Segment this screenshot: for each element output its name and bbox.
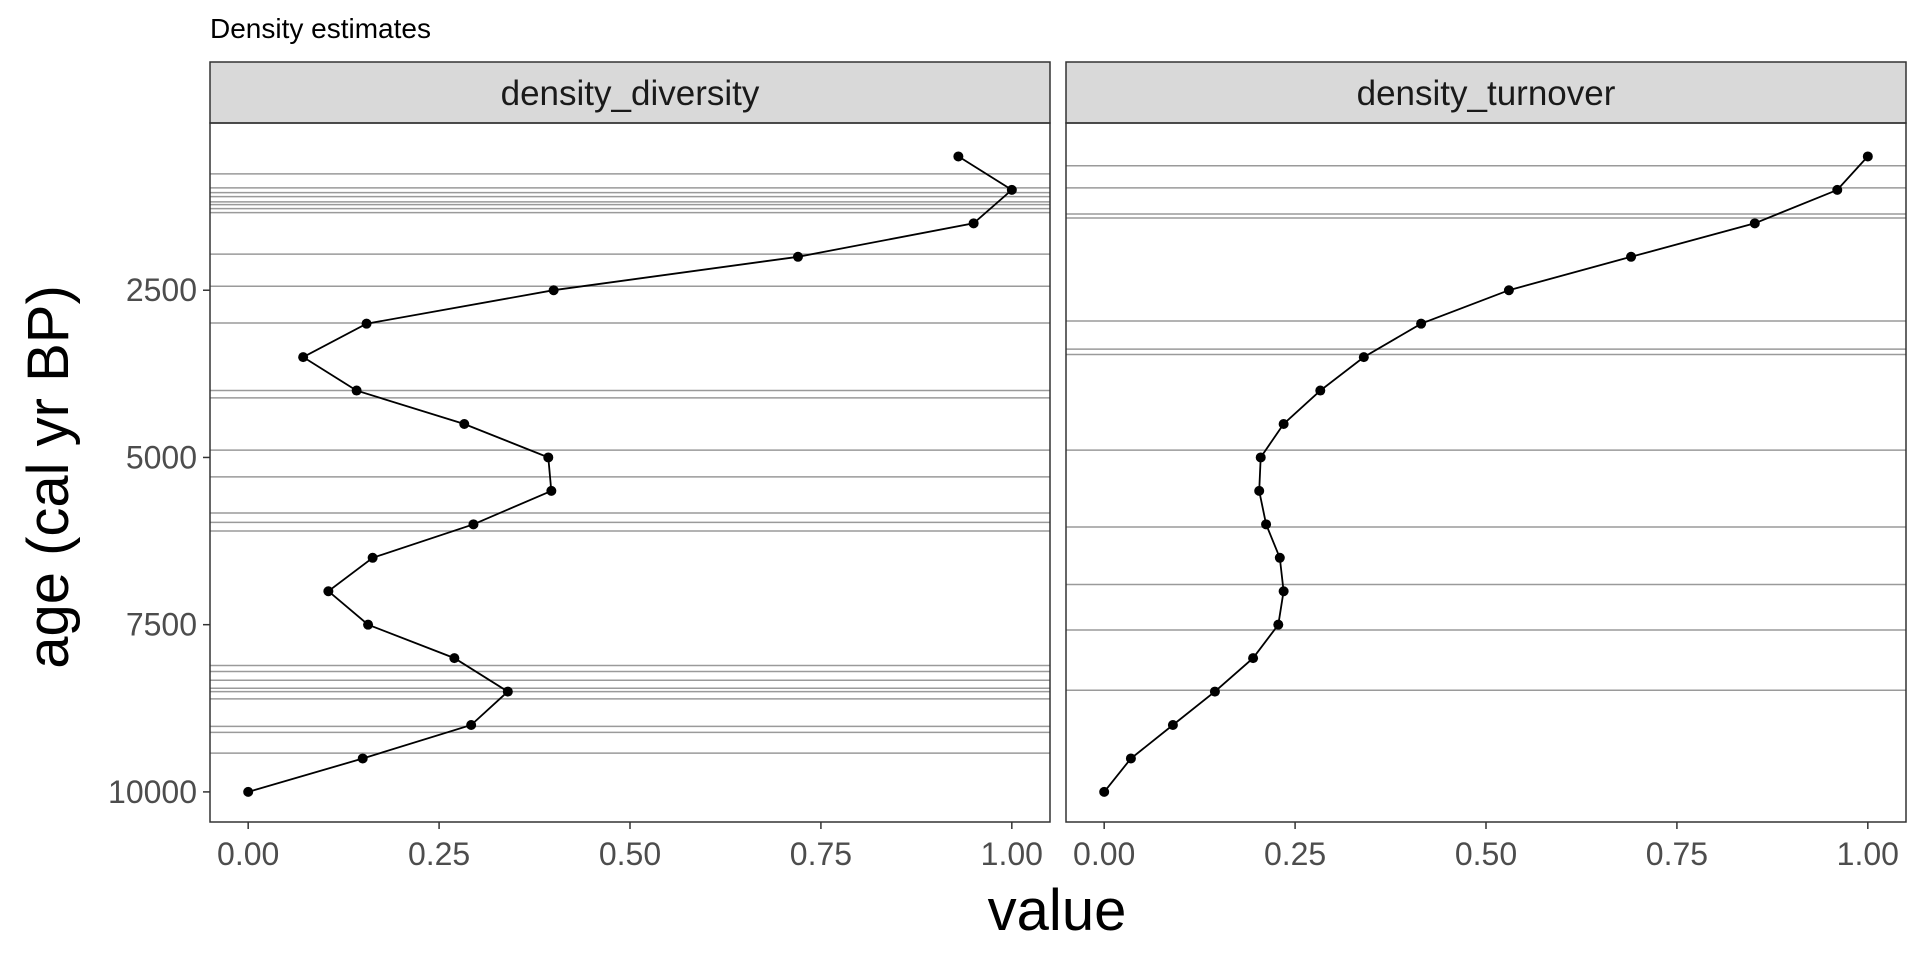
data-point: [1125, 753, 1136, 764]
facet-strip: [1065, 61, 1907, 124]
facet-strip-label: density_turnover: [1357, 74, 1616, 113]
y-tick-label: 7500: [126, 607, 197, 643]
x-tick-label: 0.50: [599, 836, 661, 872]
data-point: [298, 352, 309, 363]
x-tick-label: 0.50: [1455, 836, 1517, 872]
x-tick-label: 1.00: [1837, 836, 1899, 872]
x-tick-label: 0.75: [790, 836, 852, 872]
series-line-density_turnover: [1103, 155, 1869, 793]
y-tick-label: 2500: [126, 272, 197, 308]
data-point: [543, 452, 554, 463]
data-point: [1248, 653, 1259, 664]
data-point: [1099, 786, 1110, 797]
data-point: [1315, 385, 1326, 396]
facet-strip: [209, 61, 1051, 124]
x-axis-title: value: [988, 878, 1127, 943]
data-point: [1006, 184, 1017, 195]
data-point: [1254, 485, 1265, 496]
data-point: [1832, 184, 1843, 195]
data-point: [1255, 452, 1266, 463]
data-point: [351, 385, 362, 396]
x-tick-label: 1.00: [981, 836, 1043, 872]
data-point: [1358, 352, 1369, 363]
data-point: [1274, 552, 1285, 563]
data-point: [548, 285, 559, 296]
data-point: [243, 786, 254, 797]
data-point: [1209, 686, 1220, 697]
data-point: [363, 619, 374, 630]
panel-border: [209, 122, 1051, 823]
panel-border: [1065, 122, 1907, 823]
data-point: [1273, 619, 1284, 630]
data-point: [357, 753, 368, 764]
y-tick-label: 5000: [126, 439, 197, 475]
data-point: [968, 218, 979, 229]
data-point: [1862, 151, 1873, 162]
data-point: [793, 251, 803, 262]
data-point: [361, 318, 372, 329]
data-point: [468, 519, 479, 530]
x-tick-label: 0.75: [1646, 836, 1708, 872]
data-point: [466, 720, 477, 731]
x-tick-label: 0.00: [1073, 836, 1135, 872]
y-tick-label: 10000: [108, 774, 197, 810]
data-point: [953, 151, 964, 162]
data-point: [1749, 218, 1760, 229]
data-point: [367, 552, 378, 563]
data-point: [459, 419, 470, 430]
data-point: [1626, 251, 1637, 262]
data-point: [1278, 586, 1289, 597]
data-point: [323, 586, 334, 597]
x-tick-label: 0.25: [1264, 836, 1326, 872]
y-axis-title: age (cal yr BP): [16, 285, 81, 669]
data-point: [1503, 285, 1514, 296]
x-tick-label: 0.00: [217, 836, 279, 872]
series-line-density_diversity: [247, 155, 1014, 793]
chart-subtitle: Density estimates: [210, 13, 431, 44]
facet-strip-label: density_diversity: [501, 74, 760, 113]
x-tick-label: 0.25: [408, 836, 470, 872]
data-point: [449, 653, 460, 664]
data-point: [546, 485, 557, 496]
data-point: [1261, 519, 1272, 530]
data-point: [502, 686, 513, 697]
facet-density_diversity: density_diversity 0.00 0.25 0.50 0.75 1.00: [209, 61, 1051, 872]
data-point: [1416, 318, 1427, 329]
data-point: [1167, 720, 1178, 731]
data-point: [1278, 419, 1289, 430]
y-axis: 2500 5000 7500 10000: [108, 272, 210, 810]
facet-density_turnover: density_turnover 0.00 0.25 0.50 0.75 1.00: [1065, 61, 1907, 872]
